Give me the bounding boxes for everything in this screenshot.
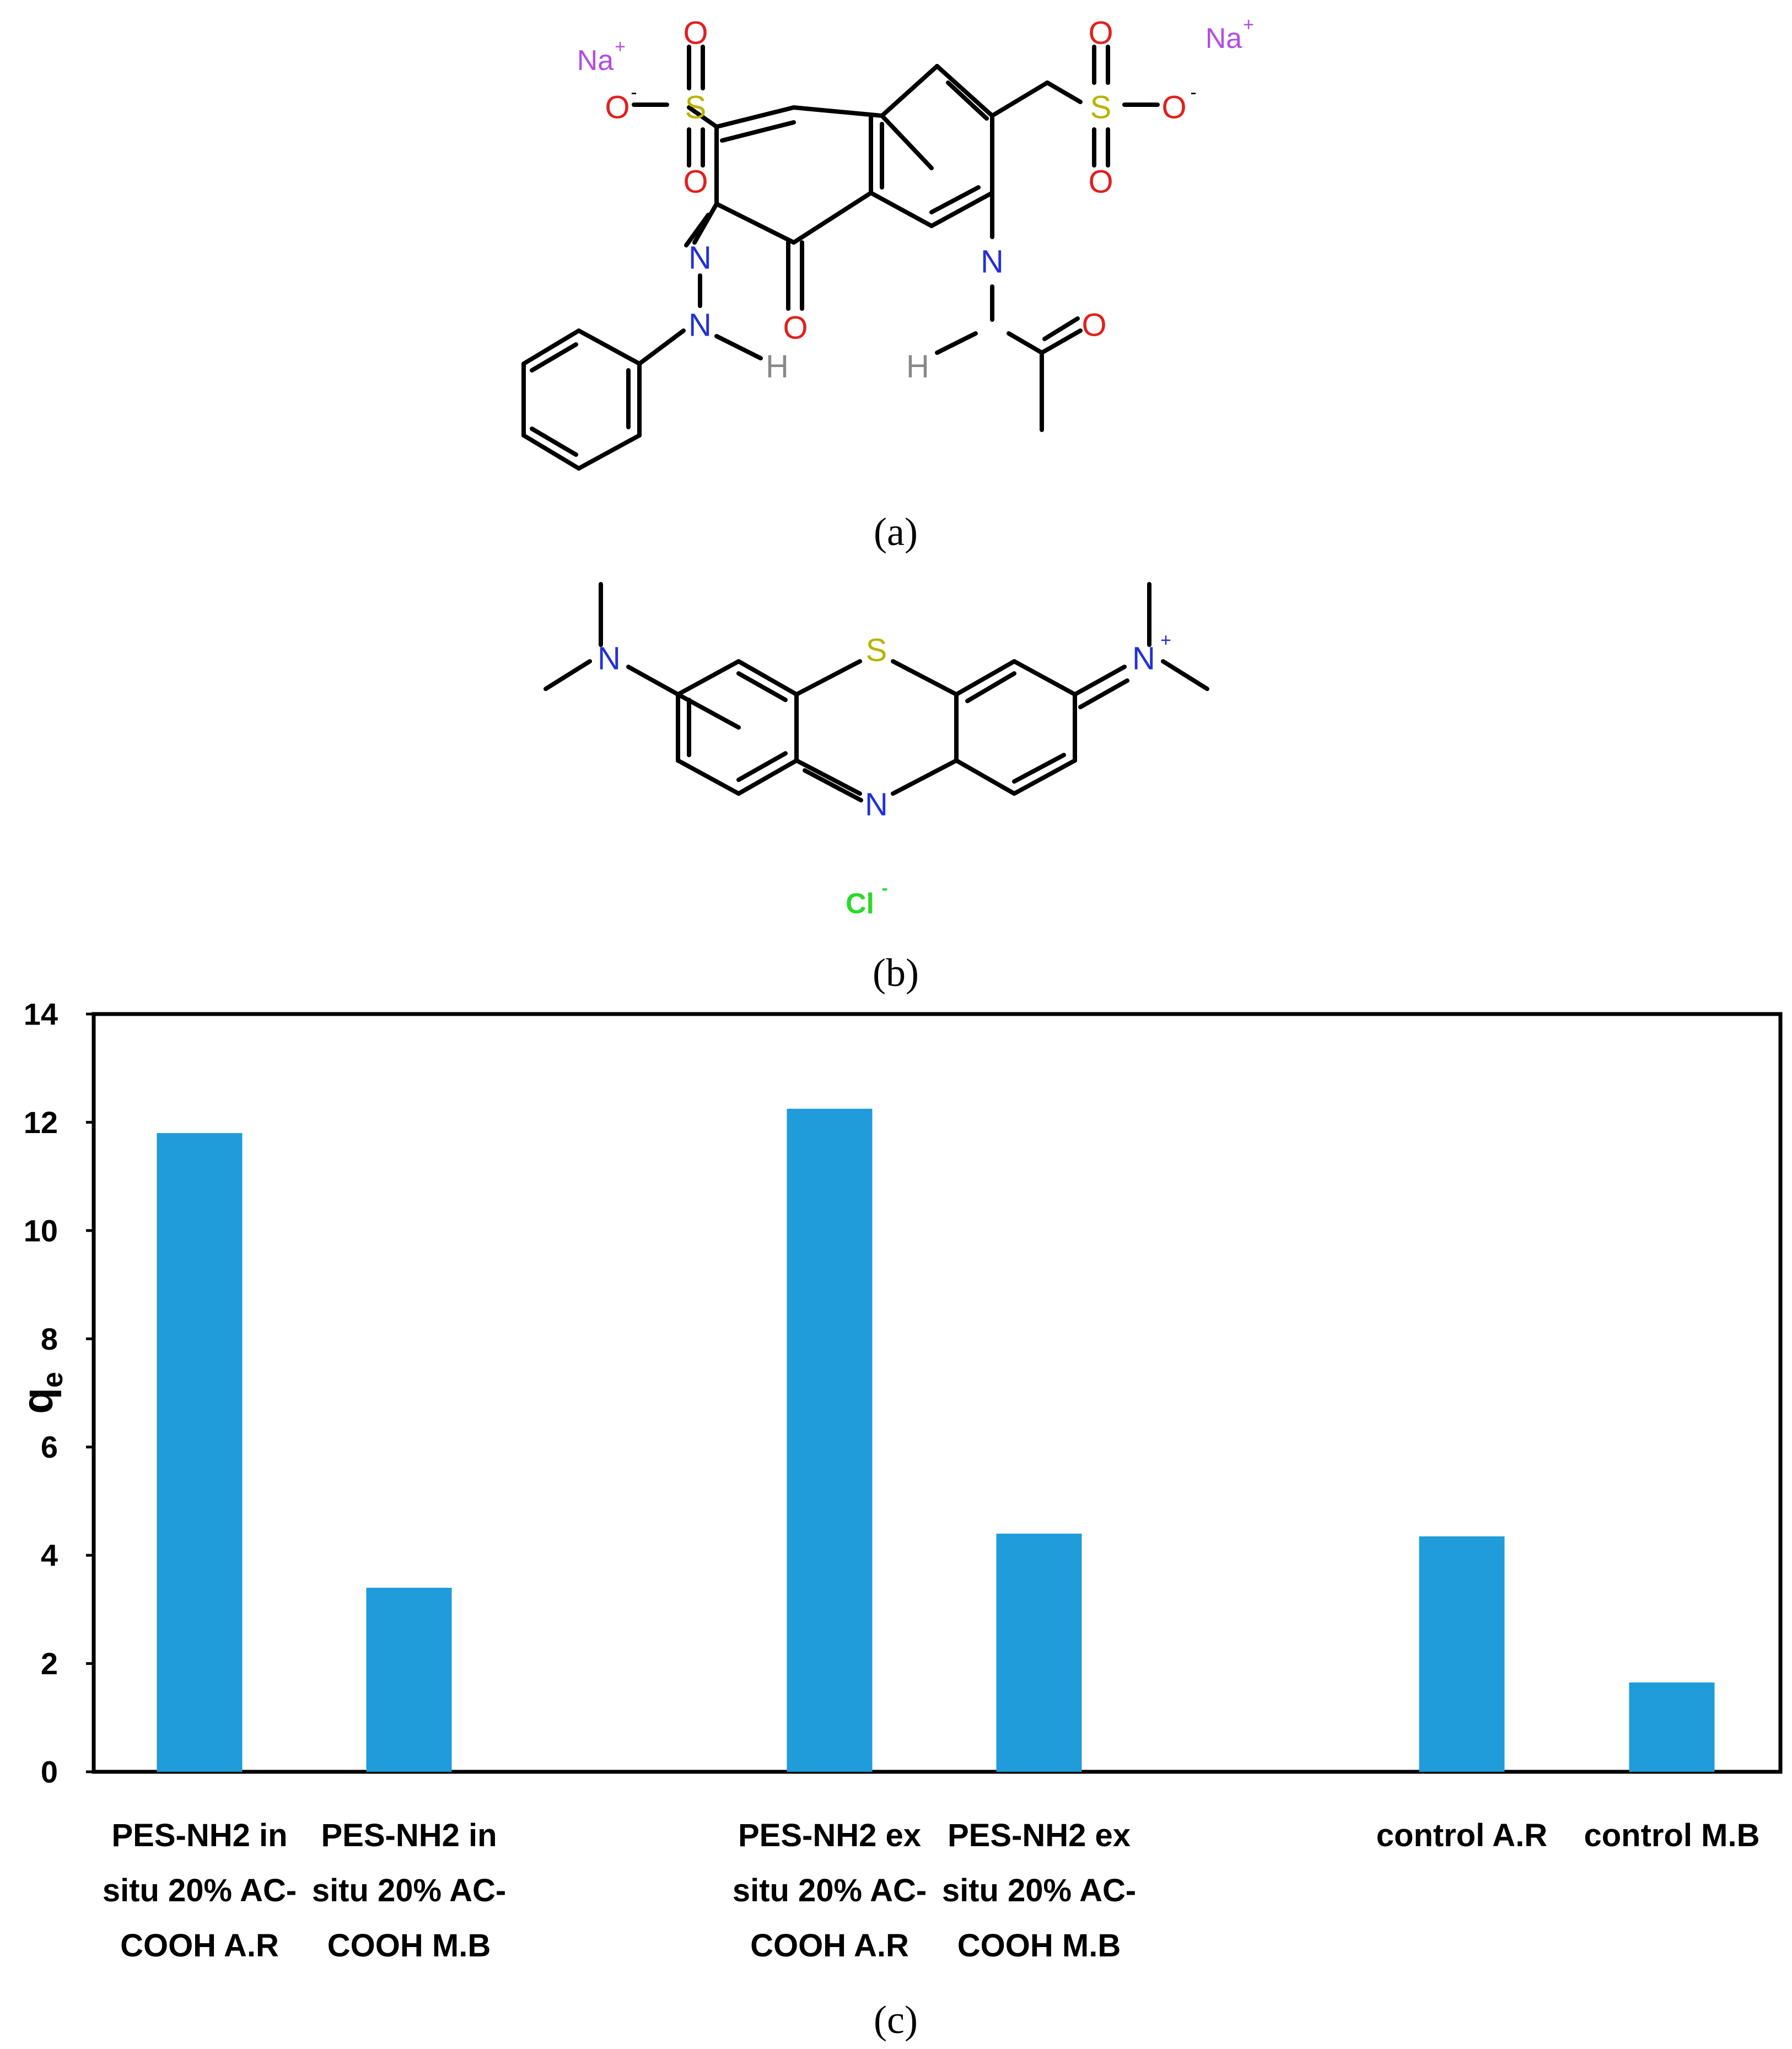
y-axis-label-main: q	[13, 1388, 62, 1414]
atom-o-minus-left: O	[605, 90, 629, 126]
molecule-b-bonds	[543, 582, 1209, 802]
bar-chart: 0 2 4 6 8 10 12 14 PES-NH2 in situ 20% AC- COOH A…	[13, 997, 1783, 1964]
atom-n-iminium: N	[1132, 641, 1155, 677]
x-category-label-line: situ 20% AC-	[103, 1873, 297, 1908]
counter-ion-na-left: Na	[577, 45, 614, 77]
atom-n-ring: N	[865, 787, 888, 823]
x-category-label-line: COOH A.R	[120, 1928, 279, 1964]
atom-o: O	[683, 15, 708, 51]
x-category-label-line: situ 20% AC-	[942, 1873, 1136, 1908]
y-tick-label: 10	[24, 1213, 58, 1248]
x-category-label-line: PES-NH2 ex	[738, 1818, 921, 1853]
atom-o: O	[683, 164, 708, 200]
molecule-b-structure: S N N N + Cl -	[543, 582, 1209, 920]
y-tick-label: 4	[41, 1538, 58, 1573]
atom-o: O	[1088, 164, 1113, 200]
x-category-label: PES-NH2 ex situ 20% AC- COOH A.R	[733, 1818, 927, 1964]
atom-n-dimethylamino: N	[598, 641, 621, 677]
bars	[157, 1108, 1715, 1772]
x-category-label-line: control A.R	[1376, 1818, 1547, 1853]
atom-n-azo: N	[688, 240, 712, 276]
atom-o-ketone: O	[783, 310, 808, 346]
molecule-a-structure: S O O O - S O O O - O N N H N H O Na + N…	[521, 14, 1254, 471]
atom-h: H	[766, 349, 789, 385]
panel-b-label: (b)	[873, 951, 919, 995]
panel-c-label: (c)	[874, 1998, 918, 2042]
x-category-label: PES-NH2 ex situ 20% AC- COOH M.B	[942, 1818, 1136, 1964]
y-tick-label: 14	[24, 997, 58, 1032]
bar-6	[1629, 1682, 1715, 1772]
molecule-a-bonds	[521, 45, 1160, 471]
atom-n-amide: N	[981, 244, 1004, 280]
minus-sign: -	[631, 82, 637, 103]
atom-h: H	[906, 349, 929, 385]
atom-s-left: S	[685, 90, 707, 126]
plot-frame	[92, 1012, 1783, 1774]
atom-o-amide: O	[1081, 308, 1106, 343]
x-category-label-line: COOH M.B	[327, 1928, 491, 1964]
x-category-label-line: situ 20% AC-	[312, 1873, 506, 1908]
atom-o: O	[1088, 15, 1113, 51]
x-category-label: control A.R	[1376, 1818, 1547, 1853]
plus-sign: +	[1243, 14, 1254, 35]
counter-ion-cl: Cl	[846, 888, 874, 920]
x-category-label: control M.B	[1584, 1818, 1760, 1853]
minus-sign: -	[881, 878, 887, 899]
y-tick-label: 2	[41, 1646, 58, 1681]
atom-s-right: S	[1090, 90, 1112, 126]
atom-o-minus-right: O	[1161, 90, 1186, 126]
y-tick-label: 0	[41, 1755, 58, 1789]
x-category-label-line: PES-NH2 in	[111, 1818, 287, 1853]
y-tick-label: 8	[41, 1322, 58, 1356]
panel-a-label: (a)	[874, 510, 918, 554]
x-category-label-line: PES-NH2 ex	[948, 1818, 1131, 1853]
atom-n-hydrazone: N	[688, 308, 712, 343]
y-tick-label: 12	[24, 1105, 58, 1140]
x-category-label-line: COOH M.B	[957, 1928, 1121, 1964]
plus-sign: +	[615, 36, 626, 57]
bar-4	[996, 1533, 1082, 1772]
x-category-label: PES-NH2 in situ 20% AC- COOH A.R	[103, 1818, 297, 1964]
bar-2	[366, 1588, 452, 1772]
counter-ion-na-right: Na	[1206, 23, 1242, 55]
x-category-label-line: control M.B	[1584, 1818, 1760, 1853]
minus-sign: -	[1190, 82, 1196, 103]
plus-sign: +	[1160, 630, 1171, 651]
y-axis-ticks: 0 2 4 6 8 10 12 14	[24, 997, 94, 1789]
y-axis-label-subscript: e	[37, 1372, 69, 1388]
x-category-label-line: situ 20% AC-	[733, 1873, 927, 1908]
x-category-label-line: COOH A.R	[750, 1928, 909, 1964]
x-category-label: PES-NH2 in situ 20% AC- COOH M.B	[312, 1818, 506, 1964]
bar-3	[787, 1108, 873, 1772]
x-category-label-line: PES-NH2 in	[321, 1818, 497, 1853]
y-tick-label: 6	[41, 1430, 58, 1464]
atom-s-ring: S	[866, 633, 887, 668]
bar-1	[157, 1133, 243, 1772]
y-axis-label: qe	[13, 1372, 69, 1414]
bar-5	[1419, 1536, 1505, 1772]
